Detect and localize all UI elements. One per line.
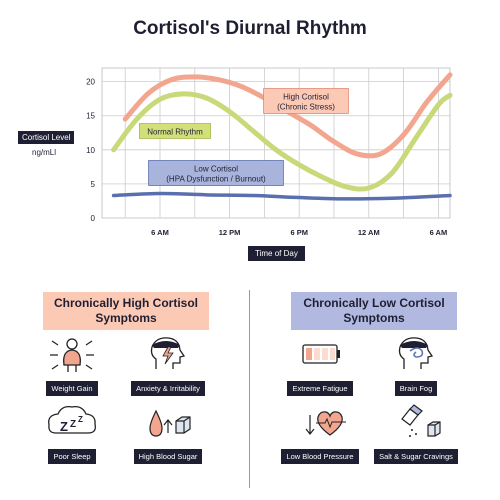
page-title: Cortisol's Diurnal Rhythm	[133, 18, 367, 39]
y-tick-label: 5	[91, 180, 96, 189]
x-tick-label: 6 PM	[290, 228, 308, 237]
series-label-text: High Cortisol	[283, 93, 329, 102]
y-tick-label: 20	[86, 78, 95, 87]
symptom-weight-gain: Weight Gain	[22, 335, 122, 396]
section-divider	[249, 290, 250, 488]
high-cortisol-heading: Chronically High Cortisol Symptoms	[43, 292, 209, 330]
y-tick-labels: 0 5 10 15 20	[86, 78, 95, 223]
low-battery-icon	[302, 344, 340, 364]
symptom-label: Weight Gain	[46, 381, 98, 396]
person-arrows-icon	[50, 338, 94, 372]
drop-cube-icon	[149, 409, 191, 437]
zzz-cloud-icon: Z Z Z	[48, 406, 96, 434]
cortisol-line-chart: 0 5 10 15 20 6 AM 12 PM 6 PM 12 AM 6 AM High Cor…	[86, 67, 453, 237]
symptom-low-blood-pressure: Low Blood Pressure	[270, 403, 370, 464]
head-lightning-icon	[150, 337, 186, 369]
x-tick-labels: 6 AM 12 PM 6 PM 12 AM 6 AM	[151, 228, 447, 237]
svg-text:Z: Z	[60, 419, 68, 434]
series-label-box	[139, 123, 211, 139]
symptom-salt-sugar-cravings: Salt & Sugar Cravings	[366, 403, 466, 464]
y-axis-label: Cortisol Level	[18, 131, 75, 144]
x-tick-label: 12 PM	[219, 228, 241, 237]
low-cortisol-heading: Chronically Low Cortisol Symptoms	[291, 292, 457, 330]
salt-shaker-icon	[401, 404, 441, 437]
series-label-text: (HPA Dysfunction / Burnout)	[166, 175, 266, 184]
svg-text:Z: Z	[70, 419, 76, 430]
symptom-label: Anxiety & Irritability	[131, 381, 205, 396]
y-axis-unit: ng/mLl	[32, 148, 57, 157]
x-tick-label: 6 AM	[151, 228, 169, 237]
heart-arrow-icon	[305, 411, 346, 436]
symptom-poor-sleep: Z Z Z Poor Sleep	[22, 403, 122, 464]
low-cortisol-line	[111, 191, 452, 201]
symptom-extreme-fatigue: Extreme Fatigue	[270, 335, 370, 396]
symptom-label: Salt & Sugar Cravings	[374, 449, 458, 464]
y-tick-label: 0	[91, 214, 96, 223]
symptom-anxiety: Anxiety & Irritability	[118, 335, 218, 396]
x-axis-label: Time of Day	[248, 246, 305, 261]
symptom-brain-fog: Brain Fog	[366, 335, 466, 396]
low-cortisol-label: Low Cortisol(HPA Dysfunction / Burnout)	[148, 160, 284, 186]
symptom-label: Brain Fog	[394, 381, 438, 396]
normal-rhythm-label: Normal Rhythm	[139, 123, 211, 139]
series-label-box	[148, 160, 284, 186]
symptom-label: Extreme Fatigue	[287, 381, 353, 396]
series-label-text: (Chronic Stress)	[277, 103, 335, 112]
symptom-label: Low Blood Pressure	[281, 449, 359, 464]
normal-rhythm-line	[111, 91, 453, 192]
y-tick-label: 15	[86, 112, 95, 121]
x-tick-label: 12 AM	[358, 228, 380, 237]
y-tick-label: 10	[86, 146, 95, 155]
x-tick-label: 6 AM	[430, 228, 448, 237]
symptom-label: Poor Sleep	[48, 449, 96, 464]
head-swirl-icon	[398, 337, 434, 369]
series-label-box	[263, 88, 349, 114]
symptom-high-blood-sugar: High Blood Sugar	[118, 403, 218, 464]
symptom-label: High Blood Sugar	[133, 449, 203, 464]
high-cortisol-label: High Cortisol(Chronic Stress)	[263, 88, 349, 114]
svg-text:Z: Z	[78, 415, 83, 424]
series-label-text: Low Cortisol	[194, 165, 238, 174]
series-labels: High Cortisol(Chronic Stress) Normal Rhyt…	[139, 88, 349, 186]
series-label-text: Normal Rhythm	[147, 128, 203, 137]
